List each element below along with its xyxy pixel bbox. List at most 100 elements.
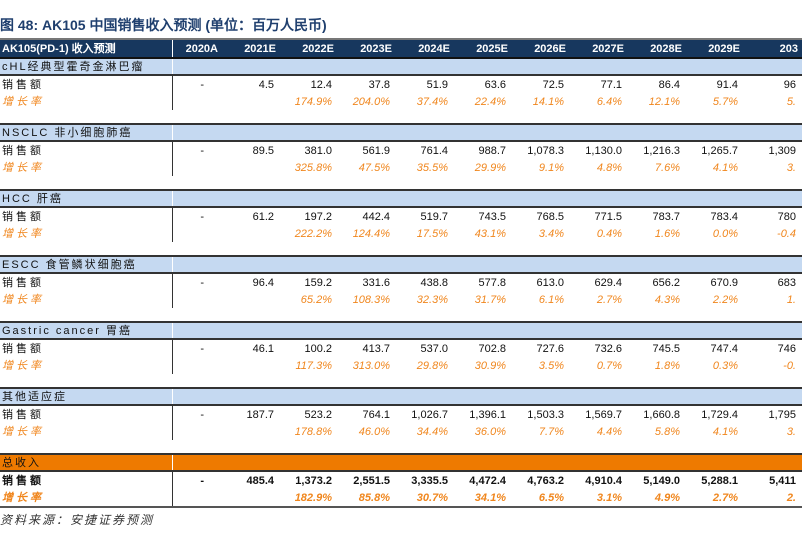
sales-value: 771.5 xyxy=(594,210,622,223)
spacer xyxy=(744,440,802,454)
spacer xyxy=(338,242,396,256)
sales-value: 1,729.4 xyxy=(701,408,738,421)
sales-value: 197.2 xyxy=(304,210,332,223)
section-fill xyxy=(338,189,396,208)
spacer xyxy=(0,308,172,322)
section-fill xyxy=(172,453,222,472)
sales-value: 1,795 xyxy=(768,408,796,421)
sales-value: 442.4 xyxy=(362,210,390,223)
spacer xyxy=(396,176,454,190)
growth-value: 0.4% xyxy=(596,227,622,240)
growth-value: 3.1% xyxy=(570,489,628,508)
section-fill xyxy=(686,58,744,76)
sales-value: 523.2 xyxy=(304,408,332,421)
section-fill xyxy=(628,387,686,406)
growth-value: 117.3% xyxy=(295,359,333,372)
growth-value: 46.0% xyxy=(358,425,390,438)
growth-value: 124.4% xyxy=(352,227,390,240)
sales-value: 413.7 xyxy=(362,342,390,355)
spacer xyxy=(628,110,686,124)
growth-label: 增长率 xyxy=(0,291,173,308)
growth-value: 182.9% xyxy=(280,489,338,508)
section-fill xyxy=(570,453,628,472)
sales-row: 销售额 - 61.2 197.2 442.4 519.7 743.5 768.5 771.5 78… xyxy=(0,207,802,225)
section-fill xyxy=(338,58,396,76)
spacer xyxy=(0,374,172,388)
spacer xyxy=(570,308,628,322)
growth-value: -0. xyxy=(783,359,796,372)
growth-value: 1.6% xyxy=(654,227,680,240)
growth-value: 6.4% xyxy=(596,95,622,108)
spacer xyxy=(744,176,802,190)
sales-value: 1,078.3 xyxy=(527,144,564,157)
growth-value: 0.3% xyxy=(712,359,738,372)
section-fill xyxy=(338,453,396,472)
section-header-row: ESCC 食管鳞状细胞癌 xyxy=(0,255,802,274)
section-header-row: NSCLC 非小细胞肺癌 xyxy=(0,123,802,142)
growth-value: 9.1% xyxy=(538,161,564,174)
section-fill xyxy=(222,387,280,406)
growth-value: 4.9% xyxy=(628,489,686,508)
year-header: 2029E xyxy=(686,38,744,59)
sales-value: 613.0 xyxy=(536,276,564,289)
section-fill xyxy=(338,123,396,142)
sales-value: - xyxy=(200,276,205,289)
section-fill xyxy=(222,453,280,472)
sales-value: 12.4 xyxy=(310,78,332,91)
section-fill xyxy=(512,453,570,472)
spacer-row xyxy=(0,440,802,454)
section-fill xyxy=(570,387,628,406)
growth-label: 增长率 xyxy=(0,357,173,374)
spacer xyxy=(396,374,454,388)
spacer xyxy=(172,176,222,190)
spacer xyxy=(338,176,396,190)
section-fill xyxy=(628,255,686,274)
revenue-forecast-table: AK105(PD-1) 收入预测 2020A 2021E 2022E 2023E 2024… xyxy=(0,38,802,508)
growth-value: 3.5% xyxy=(538,359,564,372)
growth-value xyxy=(222,159,280,176)
section-fill xyxy=(686,387,744,406)
section-fill xyxy=(280,189,338,208)
spacer xyxy=(396,110,454,124)
section-fill xyxy=(686,453,744,472)
sales-value: - xyxy=(200,210,205,223)
sales-value: 747.4 xyxy=(710,342,738,355)
year-header: 2021E xyxy=(222,38,280,59)
year-header: 2020A xyxy=(172,38,222,59)
growth-value xyxy=(222,93,280,110)
section-fill xyxy=(280,321,338,340)
sales-value: 61.2 xyxy=(252,210,274,223)
spacer xyxy=(570,374,628,388)
growth-value: 178.8% xyxy=(294,425,332,438)
growth-value: 5. xyxy=(786,95,796,108)
section-fill xyxy=(280,123,338,142)
sales-value: 761.4 xyxy=(420,144,448,157)
sales-value: 2,551.5 xyxy=(353,474,390,487)
sales-value: - xyxy=(200,144,205,157)
sales-value: - xyxy=(200,474,205,487)
growth-value: 7.6% xyxy=(654,161,680,174)
growth-label: 增长率 xyxy=(0,225,173,242)
section-header-row: HCC 肝癌 xyxy=(0,189,802,208)
growth-value: 34.1% xyxy=(454,489,512,508)
growth-value: 174.9% xyxy=(294,95,332,108)
spacer xyxy=(396,440,454,454)
sales-value: 187.7 xyxy=(246,408,274,421)
spacer xyxy=(628,308,686,322)
sales-value: 1,130.0 xyxy=(585,144,622,157)
section-fill xyxy=(454,58,512,76)
sales-value: 988.7 xyxy=(478,144,506,157)
growth-row: 增长率 222.2% 124.4% 17.5% 43.1% 3.4% 0.4% 1.6% 0.0… xyxy=(0,225,802,242)
section-fill xyxy=(222,189,280,208)
sales-value: 1,396.1 xyxy=(469,408,506,421)
growth-value: 4.3% xyxy=(654,293,680,306)
spacer xyxy=(172,374,222,388)
spacer xyxy=(172,110,222,124)
growth-value xyxy=(222,357,280,374)
spacer xyxy=(570,440,628,454)
sales-value: 86.4 xyxy=(658,78,680,91)
sales-value: 72.5 xyxy=(542,78,564,91)
spacer xyxy=(744,374,802,388)
growth-value xyxy=(222,291,280,308)
section-fill xyxy=(338,321,396,340)
